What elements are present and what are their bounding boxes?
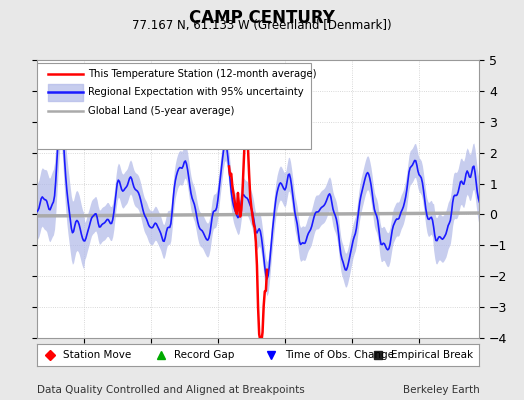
Text: This Temperature Station (12-month average): This Temperature Station (12-month avera… [88,69,316,79]
Text: Data Quality Controlled and Aligned at Breakpoints: Data Quality Controlled and Aligned at B… [37,385,304,395]
Text: Empirical Break: Empirical Break [391,350,473,360]
Text: 77.167 N, 61.133 W (Greenland [Denmark]): 77.167 N, 61.133 W (Greenland [Denmark]) [132,19,392,32]
FancyBboxPatch shape [37,63,311,149]
Text: Station Move: Station Move [63,350,132,360]
Text: Global Land (5-year average): Global Land (5-year average) [88,106,234,116]
Text: CAMP CENTURY: CAMP CENTURY [189,9,335,27]
Text: Berkeley Earth: Berkeley Earth [403,385,479,395]
Text: Record Gap: Record Gap [174,350,234,360]
Text: Regional Expectation with 95% uncertainty: Regional Expectation with 95% uncertaint… [88,87,303,97]
Text: Time of Obs. Change: Time of Obs. Change [285,350,394,360]
